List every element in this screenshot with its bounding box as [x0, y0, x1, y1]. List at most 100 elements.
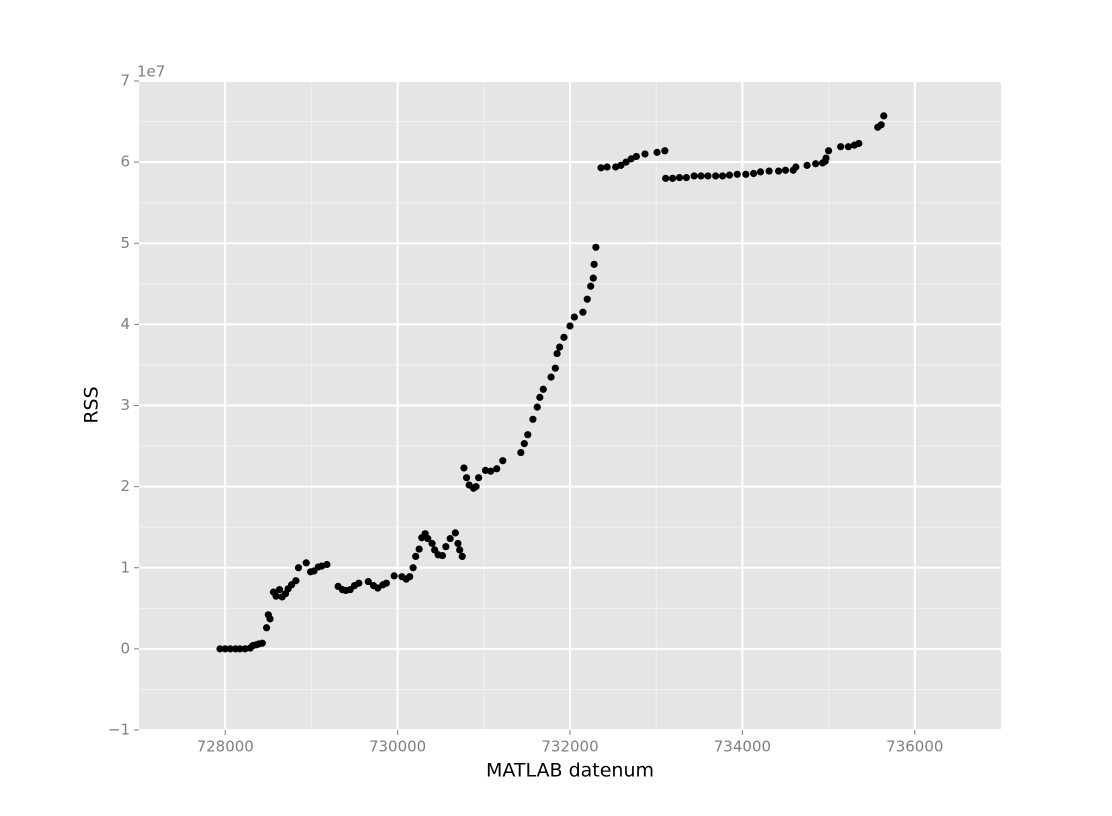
x-tick-label: 732000: [541, 738, 598, 756]
point: [718, 172, 727, 180]
point: [551, 364, 559, 372]
point: [712, 172, 720, 180]
x-axis-title: MATLAB datenum: [486, 760, 654, 782]
point: [653, 148, 661, 156]
point: [592, 243, 600, 251]
point: [570, 313, 578, 321]
point: [877, 121, 885, 129]
y-tick-label: 0: [120, 639, 130, 657]
point: [529, 415, 537, 423]
point: [428, 539, 436, 548]
point: [825, 147, 833, 155]
point: [682, 173, 690, 182]
point: [556, 343, 564, 351]
point: [456, 546, 464, 554]
point: [438, 551, 447, 560]
point: [275, 586, 284, 594]
point: [258, 639, 266, 647]
x-tick-label: 734000: [714, 738, 771, 756]
y-tick-label: 4: [120, 315, 130, 333]
point: [364, 577, 372, 586]
point: [844, 143, 853, 151]
y-tick-label: 2: [120, 477, 130, 495]
points: [216, 112, 888, 653]
point: [742, 170, 750, 178]
point: [536, 393, 544, 401]
point: [590, 260, 598, 268]
point: [236, 645, 244, 653]
point: [355, 579, 363, 587]
y-axis-title: RSS: [81, 386, 103, 423]
point: [662, 174, 670, 182]
point: [454, 539, 462, 548]
point: [390, 572, 398, 580]
point: [661, 147, 669, 155]
point: [292, 577, 300, 585]
point: [226, 645, 234, 653]
point: [533, 403, 541, 411]
point: [704, 172, 712, 180]
point: [294, 564, 303, 572]
y-tick-label: 1: [120, 558, 130, 576]
point: [499, 457, 507, 465]
x-tick-label: 730000: [369, 738, 426, 756]
point: [812, 160, 820, 168]
x-tick-label: 736000: [886, 738, 943, 756]
point: [603, 163, 611, 171]
point: [442, 543, 450, 551]
point: [472, 483, 480, 491]
point: [822, 154, 830, 162]
point: [493, 465, 501, 473]
point: [675, 173, 684, 182]
point: [520, 440, 528, 448]
point: [781, 166, 790, 174]
point: [880, 112, 888, 120]
point: [462, 474, 471, 482]
point: [617, 161, 625, 169]
point: [458, 552, 466, 560]
point: [579, 308, 587, 316]
point: [566, 322, 574, 330]
y-tick-label: −1: [108, 721, 130, 739]
point: [622, 158, 630, 166]
x-tick-label: 728000: [197, 738, 254, 756]
point: [415, 545, 423, 553]
point: [690, 172, 698, 180]
point: [587, 282, 595, 290]
point: [409, 564, 417, 572]
point: [765, 167, 773, 175]
grid: [139, 80, 1001, 731]
point: [460, 464, 468, 472]
point: [424, 534, 432, 543]
point: [446, 534, 454, 543]
point: [266, 615, 274, 623]
point: [547, 373, 555, 381]
point: [589, 274, 597, 282]
point: [517, 448, 525, 457]
point: [302, 559, 310, 567]
point: [583, 295, 591, 303]
point: [406, 573, 414, 581]
point: [524, 431, 532, 439]
point: [792, 163, 800, 171]
point: [216, 645, 224, 653]
point: [539, 385, 547, 393]
point: [272, 592, 280, 600]
point: [560, 333, 568, 341]
point: [382, 579, 390, 587]
y-tick-label: 7: [120, 72, 130, 90]
point: [641, 150, 649, 158]
point: [750, 169, 758, 178]
point: [837, 143, 845, 151]
point: [803, 161, 811, 169]
point: [775, 167, 783, 175]
point: [756, 168, 765, 176]
y-tick-label: 6: [120, 153, 130, 171]
point: [597, 164, 605, 172]
point: [487, 467, 495, 475]
point: [374, 584, 382, 592]
point: [725, 171, 734, 179]
y-offset-label: 1e7: [137, 63, 165, 81]
point: [323, 560, 331, 569]
